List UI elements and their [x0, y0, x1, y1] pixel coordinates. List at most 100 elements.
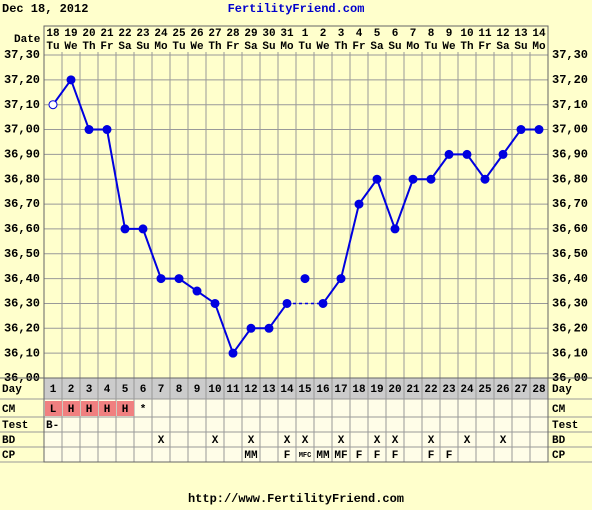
bd-cell: X [392, 435, 399, 447]
row-label-right: CP [552, 450, 566, 462]
y-tick-label-right: 37,10 [552, 98, 588, 112]
cp-cell: MF [334, 450, 347, 462]
y-tick-label-right: 36,60 [552, 222, 588, 236]
temperature-point [372, 174, 382, 184]
site-link[interactable]: FertilityFriend.com [228, 2, 365, 16]
temperature-point [426, 174, 436, 184]
x-tick-label: 21 [100, 28, 114, 40]
x-tick-label: 1 [302, 28, 309, 40]
cm-cell [117, 401, 134, 416]
weekday-label: Th [460, 41, 473, 53]
temperature-point [516, 125, 526, 135]
day-cell: 24 [460, 384, 474, 396]
row-label-right: BD [552, 435, 566, 447]
temperature-point [84, 125, 94, 135]
y-tick-label: 36,70 [4, 197, 40, 211]
cm-cell: H [122, 404, 129, 416]
x-tick-label: 27 [208, 28, 221, 40]
cp-cell: MFC [299, 452, 312, 460]
temperature-point [408, 174, 418, 184]
weekday-label: Tu [424, 41, 437, 53]
day-cell: 25 [478, 384, 492, 396]
x-tick-label: 8 [428, 28, 435, 40]
bd-cell: X [248, 435, 255, 447]
x-tick-label: 24 [154, 28, 168, 40]
weekday-label: We [64, 41, 78, 53]
y-tick-label: 36,30 [4, 297, 40, 311]
temperature-point [228, 348, 238, 358]
row-label: CP [2, 450, 16, 462]
temperature-point [210, 298, 220, 308]
weekday-label: Su [388, 41, 401, 53]
day-cell: 12 [244, 384, 257, 396]
bd-cell: X [500, 435, 507, 447]
temperature-point [354, 199, 364, 209]
weekday-label: Mo [280, 41, 294, 53]
x-tick-label: 4 [356, 28, 363, 40]
day-cell: 23 [442, 384, 456, 396]
cp-cell: F [446, 450, 453, 462]
test-cell: B- [46, 420, 59, 432]
cm-cell: L [50, 404, 57, 416]
cp-cell: F [284, 450, 291, 462]
x-tick-label: 10 [460, 28, 473, 40]
temperature-point [138, 224, 148, 234]
temperature-point [156, 274, 166, 284]
y-tick-label-right: 36,30 [552, 297, 588, 311]
footer-link[interactable]: http://www.FertilityFriend.com [188, 492, 404, 506]
cp-cell: F [356, 450, 363, 462]
cm-cell [81, 401, 98, 416]
x-tick-label: 31 [280, 28, 294, 40]
day-cell: 9 [194, 384, 201, 396]
day-cell: 10 [208, 384, 221, 396]
temperature-point [462, 149, 472, 159]
cm-cell: * [140, 404, 147, 416]
day-cell: 26 [496, 384, 509, 396]
x-tick-label: 14 [532, 28, 546, 40]
y-tick-label: 36,50 [4, 247, 40, 261]
day-cell: 15 [298, 384, 312, 396]
temperature-point [66, 75, 76, 85]
weekday-label: Su [136, 41, 149, 53]
temperature-point [390, 224, 400, 234]
x-tick-label: 20 [82, 28, 95, 40]
day-cell: 2 [68, 384, 75, 396]
cm-cell: H [86, 404, 93, 416]
day-cell: 3 [86, 384, 93, 396]
x-tick-label: 18 [46, 28, 60, 40]
weekday-label: Mo [154, 41, 168, 53]
x-tick-label: 19 [64, 28, 77, 40]
y-tick-label: 36,10 [4, 346, 40, 360]
day-cell: 22 [424, 384, 437, 396]
temperature-point [336, 274, 346, 284]
weekday-label: Tu [172, 41, 185, 53]
row-label-right: Test [552, 420, 578, 432]
cp-cell: F [392, 450, 399, 462]
y-tick-label: 37,30 [4, 48, 40, 62]
weekday-label: Sa [118, 41, 132, 53]
weekday-label: Sa [244, 41, 258, 53]
cp-cell: MM [244, 450, 258, 462]
day-cell: 1 [50, 384, 57, 396]
discarded-point [300, 274, 310, 284]
day-cell: 27 [514, 384, 527, 396]
temperature-point [246, 323, 256, 333]
cm-cell [63, 401, 80, 416]
cm-cell: H [68, 404, 75, 416]
weekday-label: Su [262, 41, 275, 53]
weekday-label: We [190, 41, 204, 53]
x-tick-label: 11 [478, 28, 492, 40]
bd-cell: X [284, 435, 291, 447]
x-tick-label: 9 [446, 28, 453, 40]
x-tick-label: 5 [374, 28, 381, 40]
temperature-point [174, 274, 184, 284]
temperature-point [498, 149, 508, 159]
y-tick-label-right: 37,00 [552, 123, 588, 137]
weekday-label: Th [82, 41, 95, 53]
x-tick-label: 7 [410, 28, 417, 40]
row-label-right: CM [552, 404, 566, 416]
weekday-label: Sa [496, 41, 510, 53]
x-tick-label: 25 [172, 28, 186, 40]
day-cell: 11 [226, 384, 240, 396]
day-cell: 21 [406, 384, 420, 396]
